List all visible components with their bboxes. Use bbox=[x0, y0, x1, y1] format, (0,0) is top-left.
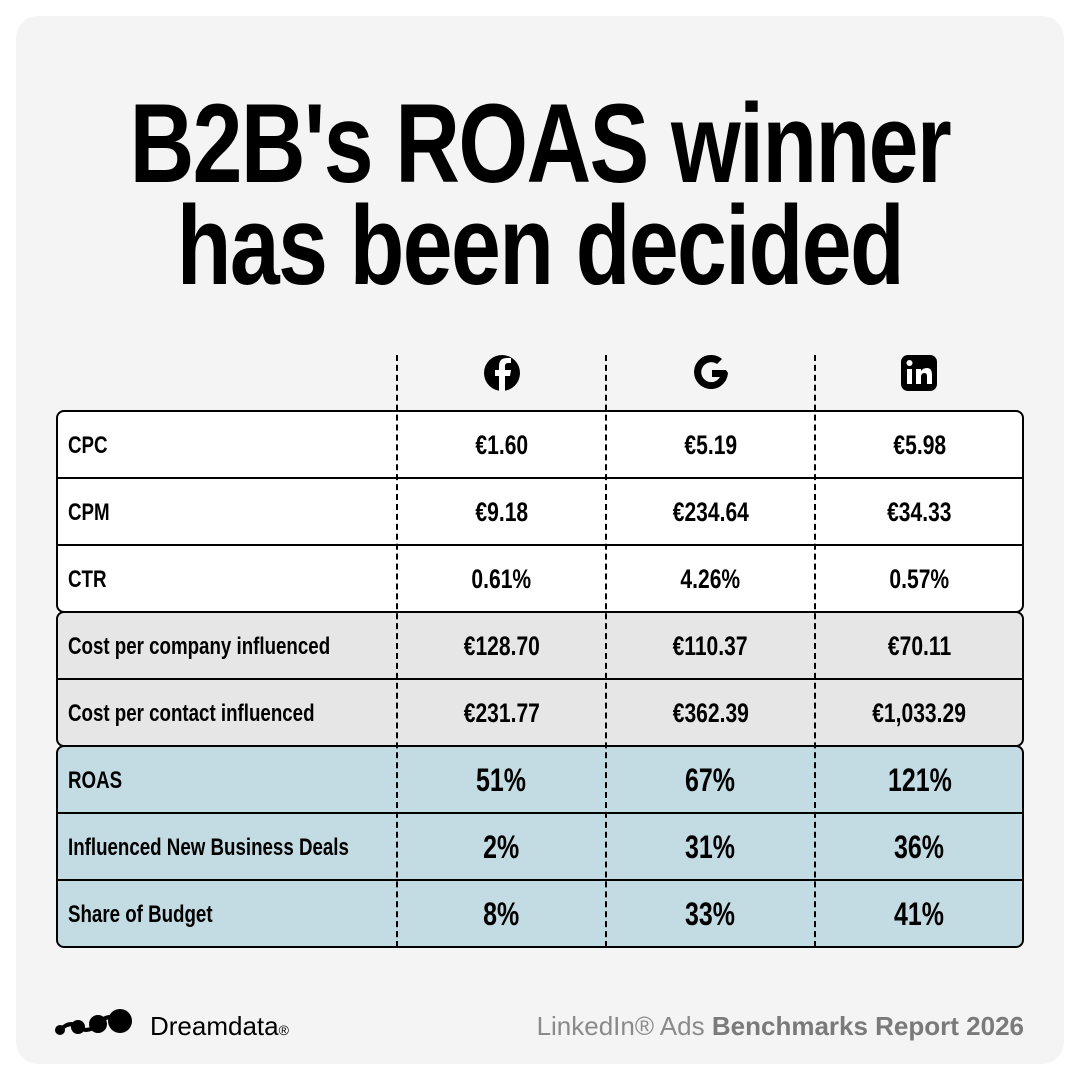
cell-text: €9.18 bbox=[475, 497, 528, 527]
value-cell: €1,033.29 bbox=[815, 680, 1024, 747]
value-cell: 33% bbox=[606, 881, 815, 948]
value-cell: €231.77 bbox=[397, 680, 606, 747]
row-label: CTR bbox=[68, 546, 117, 613]
cell-text: 8% bbox=[483, 896, 520, 932]
google-icon bbox=[694, 354, 728, 389]
cell-text: CTR bbox=[68, 566, 107, 593]
row-divider bbox=[58, 879, 1022, 881]
cell-text: 0.61% bbox=[471, 564, 532, 594]
value-cell: 51% bbox=[397, 747, 606, 814]
cell-text: 2% bbox=[483, 829, 520, 865]
cell-text: CPC bbox=[68, 432, 108, 459]
value-cell: 41% bbox=[815, 881, 1024, 948]
cell-text: €128.70 bbox=[463, 631, 540, 661]
title-line: has been decided bbox=[0, 190, 1080, 302]
cell-text: 41% bbox=[894, 896, 945, 932]
value-cell: €1.60 bbox=[397, 412, 606, 479]
value-cell: €234.64 bbox=[606, 479, 815, 546]
cell-text: ROAS bbox=[68, 767, 123, 794]
title-text: B2B's ROAS winner bbox=[129, 81, 952, 206]
value-cell: €110.37 bbox=[606, 613, 815, 680]
brand-name: Dreamdata bbox=[150, 1011, 279, 1041]
cell-text: 67% bbox=[685, 762, 736, 798]
cell-text: Cost per company influenced bbox=[68, 633, 331, 660]
row-label: ROAS bbox=[68, 747, 137, 814]
cell-text: €1,033.29 bbox=[872, 698, 967, 728]
value-cell: €128.70 bbox=[397, 613, 606, 680]
title-text: has been decided bbox=[176, 183, 905, 308]
report-title: Benchmarks Report 2026 bbox=[711, 1011, 1024, 1041]
report-prefix: LinkedIn® Ads bbox=[536, 1011, 705, 1041]
value-cell: 4.26% bbox=[606, 546, 815, 613]
cell-text: 33% bbox=[685, 896, 736, 932]
value-cell: 0.61% bbox=[397, 546, 606, 613]
value-cell: €5.19 bbox=[606, 412, 815, 479]
facebook-icon bbox=[484, 355, 520, 391]
table-group: Cost per company influenced €128.70 €110.3… bbox=[56, 611, 1024, 747]
linkedin-icon bbox=[901, 355, 937, 391]
cell-text: 0.57% bbox=[889, 564, 950, 594]
value-cell: €9.18 bbox=[397, 479, 606, 546]
brand-mark: ® bbox=[278, 1022, 289, 1038]
cell-text: Cost per contact influenced bbox=[68, 700, 315, 727]
cell-text: 121% bbox=[887, 762, 952, 798]
row-label: Cost per company influenced bbox=[68, 613, 404, 680]
cell-text: CPM bbox=[68, 499, 110, 526]
row-label: CPM bbox=[68, 479, 121, 546]
row-divider bbox=[58, 812, 1022, 814]
value-cell: €362.39 bbox=[606, 680, 815, 747]
row-divider bbox=[58, 477, 1022, 479]
value-cell: €5.98 bbox=[815, 412, 1024, 479]
row-label: Influenced New Business Deals bbox=[68, 814, 428, 881]
cell-text: 31% bbox=[685, 829, 736, 865]
cell-text: 4.26% bbox=[680, 564, 741, 594]
cell-text: €70.11 bbox=[887, 631, 952, 661]
column-divider bbox=[605, 355, 607, 947]
cell-text: €362.39 bbox=[672, 698, 749, 728]
brand: Dreamdata® bbox=[150, 1008, 289, 1048]
cell-text: Share of Budget bbox=[68, 901, 213, 928]
cell-text: €1.60 bbox=[475, 430, 528, 460]
row-divider bbox=[58, 544, 1022, 546]
column-divider bbox=[396, 355, 398, 947]
value-cell: €70.11 bbox=[815, 613, 1024, 680]
value-cell: €34.33 bbox=[815, 479, 1024, 546]
value-cell: 2% bbox=[397, 814, 606, 881]
row-label: Cost per contact influenced bbox=[68, 680, 384, 747]
cell-text: €5.19 bbox=[684, 430, 737, 460]
row-label: Share of Budget bbox=[68, 881, 253, 948]
cell-text: 51% bbox=[476, 762, 527, 798]
cell-text: €231.77 bbox=[463, 698, 540, 728]
row-divider bbox=[58, 678, 1022, 680]
value-cell: 0.57% bbox=[815, 546, 1024, 613]
cell-text: 36% bbox=[894, 829, 945, 865]
value-cell: 36% bbox=[815, 814, 1024, 881]
table-group: ROAS 51% 67% 121% Influenced New Business De… bbox=[56, 745, 1024, 948]
value-cell: 8% bbox=[397, 881, 606, 948]
cell-text: Influenced New Business Deals bbox=[68, 834, 349, 861]
table-group: CPC €1.60 €5.19 €5.98 CPM €9.18 €234.64 €34.33 C… bbox=[56, 410, 1024, 613]
report: LinkedIn® Ads Benchmarks Report 2026 bbox=[537, 1008, 1024, 1044]
dreamdata-logo bbox=[55, 1009, 132, 1035]
cell-text: €5.98 bbox=[893, 430, 946, 460]
row-label: CPC bbox=[68, 412, 119, 479]
cell-text: €110.37 bbox=[673, 631, 748, 661]
value-cell: 121% bbox=[815, 747, 1024, 814]
title-line: B2B's ROAS winner bbox=[0, 88, 1080, 200]
value-cell: 31% bbox=[606, 814, 815, 881]
column-divider bbox=[814, 355, 816, 947]
cell-text: €34.33 bbox=[887, 497, 952, 527]
cell-text: €234.64 bbox=[672, 497, 749, 527]
value-cell: 67% bbox=[606, 747, 815, 814]
